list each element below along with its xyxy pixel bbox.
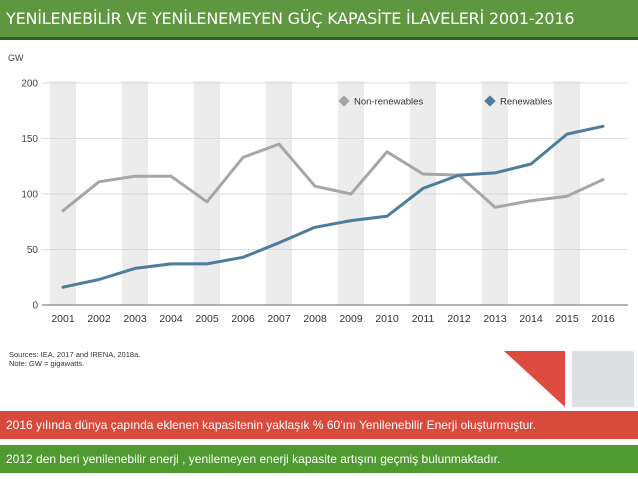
year-band (50, 81, 76, 305)
x-tick-label: 2014 (519, 313, 543, 325)
y-tick-labels: 0 50 100 150 200 (21, 79, 38, 312)
x-tick-label: 2016 (591, 313, 615, 325)
series-line-non-renewables (61, 142, 605, 213)
x-tick-label: 2008 (303, 313, 327, 325)
x-tick-label: 2010 (375, 313, 399, 325)
sources-line: Sources: IEA, 2017 and IRENA, 2018a. (9, 350, 141, 359)
legend: Non-renewables Renewables (338, 95, 553, 108)
x-tick-label: 2003 (123, 313, 147, 325)
year-band (410, 81, 436, 305)
y-tick-label: 0 (32, 301, 38, 312)
note-banner-2: 2012 den beri yenilenebilir enerji , yen… (0, 445, 638, 473)
note-line: Note: GW = gigawatts. (9, 359, 85, 368)
x-tick-label: 2011 (412, 313, 435, 325)
x-tick-label: 2001 (51, 313, 75, 325)
x-tick-label: 2002 (87, 313, 111, 325)
year-band (194, 81, 220, 305)
legend-label: Renewables (500, 97, 553, 108)
year-band (482, 81, 508, 305)
y-tick-label: 100 (21, 190, 38, 201)
x-tick-labels: 2001 2002 2003 2004 2005 2006 2007 2008 2009 2010… (51, 313, 615, 325)
y-tick-label: 150 (21, 134, 38, 145)
x-tick-label: 2015 (555, 313, 579, 325)
decorative-red-triangle (504, 351, 565, 407)
decorative-gray-square (572, 351, 634, 407)
x-tick-label: 2007 (267, 313, 291, 325)
note-banner-1: 2016 yılında dünya çapında eklenen kapas… (0, 411, 638, 439)
x-tick-label: 2005 (195, 313, 219, 325)
slide-title: YENİLENEBİLİR VE YENİLENEMEYEN GÜÇ KAPAS… (6, 9, 575, 28)
note-text-2: 2012 den beri yenilenebilir enerji , yen… (6, 452, 501, 466)
legend-label: Non-renewables (354, 97, 423, 108)
series-lines (61, 124, 605, 289)
grid-lines (42, 82, 628, 306)
series-line-renewables (61, 124, 605, 289)
sources-note: Sources: IEA, 2017 and IRENA, 2018a. Not… (9, 350, 140, 368)
x-tick-label: 2006 (231, 313, 255, 325)
y-tick-label: 200 (21, 79, 38, 90)
x-tick-label: 2013 (483, 313, 507, 325)
y-axis-label: GW (8, 53, 24, 63)
x-tick-label: 2004 (159, 313, 183, 325)
note-text-1: 2016 yılında dünya çapında eklenen kapas… (6, 418, 536, 432)
x-tick-label: 2012 (447, 313, 471, 325)
x-tick-label: 2009 (339, 313, 363, 325)
title-bar: YENİLENEBİLİR VE YENİLENEMEYEN GÜÇ KAPAS… (0, 0, 638, 40)
y-tick-label: 50 (27, 245, 39, 256)
year-band (266, 81, 292, 305)
